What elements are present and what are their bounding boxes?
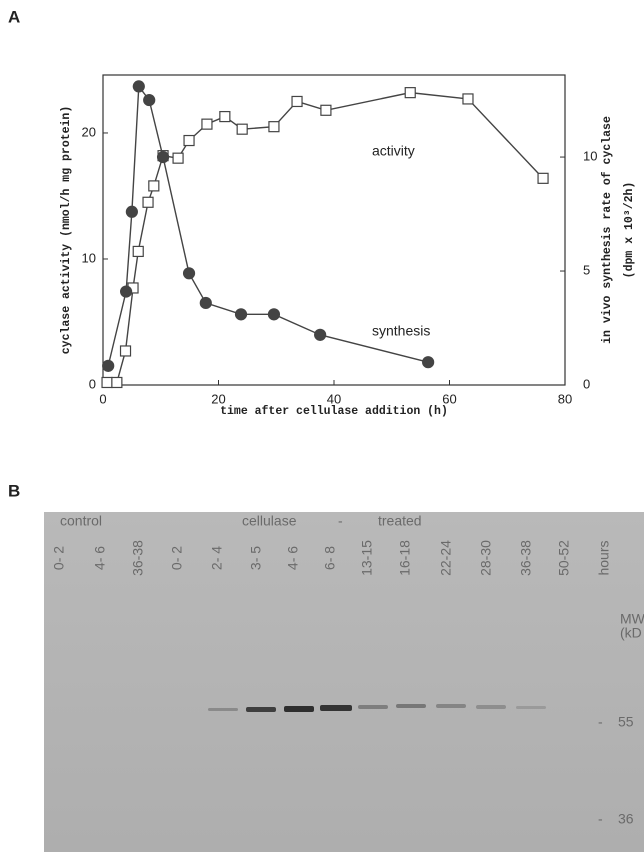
y2-axis-label: in vivo synthesis rate of cyclase	[601, 116, 614, 344]
x-tick-label: 60	[442, 391, 456, 406]
data-point	[111, 376, 123, 389]
mw-marker-dash: -	[598, 811, 603, 827]
data-point	[267, 308, 281, 321]
y2-tick-label: 0	[583, 376, 590, 391]
x-tick-label: 0	[99, 391, 106, 406]
gel-lane-label: 22-24	[438, 540, 454, 576]
gel-image	[44, 512, 644, 852]
panel-label: A	[8, 7, 20, 26]
gel-group-label: control	[60, 513, 102, 529]
data-point	[462, 93, 474, 105]
data-point	[404, 87, 416, 99]
gel-unit-label: hours	[596, 540, 612, 575]
data-point	[537, 172, 549, 184]
data-point	[156, 150, 170, 164]
y-axis-label: cyclase activity (nmol/h mg protein)	[60, 106, 73, 354]
y-tick-label: 0	[89, 376, 96, 391]
gel-lane-label: 6- 8	[322, 546, 338, 570]
gel-lane-label: 2- 4	[209, 546, 225, 570]
gel-group-label: treated	[378, 513, 422, 529]
gel-lane-label: 4- 6	[285, 546, 301, 570]
data-point	[119, 285, 133, 298]
data-point	[236, 123, 248, 135]
gel-bands	[208, 704, 546, 712]
data-point	[182, 267, 196, 280]
data-point	[142, 196, 154, 208]
series-line	[107, 91, 544, 384]
y2-axis-label: (dpm x 10³/2h)	[623, 182, 636, 279]
gel-lane-label: 4- 6	[92, 546, 108, 570]
y2-tick-label: 10	[583, 148, 597, 163]
y-tick-label: 20	[82, 124, 96, 139]
gel-lane-label: 28-30	[478, 540, 494, 576]
data-point	[172, 152, 184, 164]
data-point	[102, 359, 115, 372]
series-line	[107, 84, 429, 367]
mw-marker-label: 36	[618, 811, 634, 827]
gel-group-label: -	[338, 513, 343, 529]
gel-lane-label: 50-52	[556, 540, 572, 576]
data-point	[268, 121, 280, 133]
data-point	[234, 308, 248, 321]
gel-lane-label: 36-38	[518, 540, 534, 576]
gel-lane-label: 16-18	[397, 540, 413, 576]
mw-label: (kD	[620, 625, 642, 641]
x-axis-label: time after cellulase addition (h)	[220, 405, 448, 418]
mw-label: MW	[620, 611, 644, 627]
data-point	[148, 180, 160, 192]
gel-group-label: cellulase	[242, 513, 297, 529]
data-point	[320, 104, 332, 116]
data-point	[219, 110, 231, 123]
data-point	[101, 376, 113, 389]
gel-lane-label: 13-15	[359, 540, 375, 576]
data-point	[291, 95, 303, 108]
x-tick-label: 20	[211, 391, 225, 406]
x-tick-label: 80	[558, 391, 572, 406]
gel-lane-label: 36-38	[130, 540, 146, 576]
y-tick-label: 10	[82, 250, 96, 265]
data-point	[422, 356, 435, 369]
x-tick-label: 40	[327, 391, 341, 406]
data-point	[132, 80, 145, 93]
mw-marker-dash: -	[598, 714, 603, 730]
panel-label: B	[8, 481, 20, 500]
data-point	[119, 345, 132, 357]
gel-lane-label: 0- 2	[51, 546, 67, 570]
data-point	[201, 118, 213, 130]
series-label: synthesis	[372, 323, 430, 339]
data-point	[183, 134, 195, 147]
data-point	[314, 328, 327, 341]
gel-lane-label: 3- 5	[248, 546, 264, 570]
data-point	[143, 93, 156, 107]
series-label: activity	[372, 143, 415, 159]
data-point	[132, 245, 144, 258]
gel-lane-label: 0- 2	[169, 546, 185, 570]
y2-tick-label: 5	[583, 262, 590, 277]
data-point	[199, 296, 212, 310]
data-point	[125, 205, 138, 218]
mw-marker-label: 55	[618, 714, 634, 730]
